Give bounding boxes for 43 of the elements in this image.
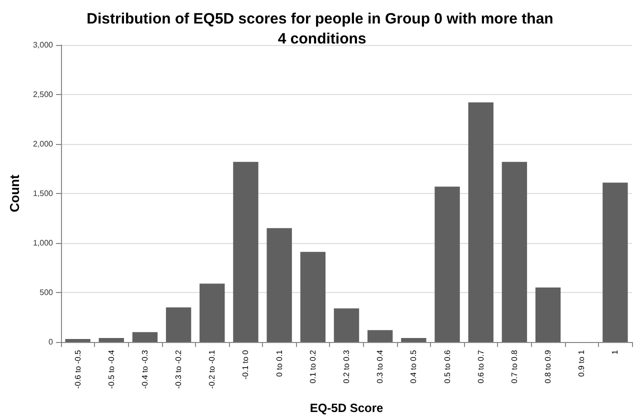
bar	[401, 338, 426, 342]
x-tick-label: 0.5 to 0.6	[442, 349, 452, 384]
x-tick-label: 0.3 to 0.4	[376, 349, 385, 384]
y-tick-label: 2,500	[32, 90, 54, 99]
x-tick-label: 0.6 to 0.7	[476, 349, 486, 384]
x-tick-label: 0.7 to 0.8	[510, 349, 519, 384]
y-tick-label: 2,000	[32, 140, 54, 148]
x-tick-label: 0.1 to 0.2	[308, 349, 318, 384]
x-tick-label: 0.9 to 1	[577, 349, 586, 377]
y-tick-label: 3,000	[32, 40, 54, 50]
x-tick-label: 0.8 to 0.9	[544, 349, 553, 384]
x-tick-label: -0.5 to -0.4	[106, 349, 116, 389]
chart-title: Distribution of EQ5D scores for people in Group 0 with more than 4 conditions	[86, 10, 554, 48]
bar	[535, 288, 561, 342]
y-tick-label: 500	[40, 288, 54, 297]
y-tick-label: 0	[48, 338, 54, 346]
x-tick-label: -0.2 to -0.1	[208, 349, 217, 389]
bar	[334, 308, 360, 342]
bar	[166, 307, 192, 342]
bar	[200, 284, 225, 342]
bar	[434, 186, 460, 342]
x-tick-label: -0.3 to -0.2	[174, 349, 184, 389]
y-tick-label: 1,500	[32, 189, 54, 198]
bar	[300, 252, 326, 342]
x-tick-label: 0.4 to 0.5	[409, 349, 418, 384]
bar	[233, 162, 258, 342]
y-axis-title: Count	[7, 174, 22, 212]
x-tick-label: -0.6 to -0.5	[73, 349, 82, 389]
x-tick-label: 1	[610, 349, 620, 354]
y-tick-label: 1,000	[32, 238, 54, 248]
x-tick-label: -0.4 to -0.3	[140, 349, 150, 389]
x-tick-label: 0 to 0.1	[274, 349, 284, 377]
x-tick-label: -0.1 to 0	[241, 349, 250, 380]
bar	[65, 339, 90, 342]
bar	[266, 228, 292, 342]
bar	[602, 182, 628, 342]
bar	[502, 162, 528, 342]
bar	[468, 102, 494, 342]
bar	[367, 330, 393, 342]
x-axis-title: EQ-5D Score	[310, 401, 384, 415]
bar	[98, 338, 124, 342]
bar	[132, 332, 158, 342]
x-tick-label: 0.2 to 0.3	[342, 349, 351, 384]
